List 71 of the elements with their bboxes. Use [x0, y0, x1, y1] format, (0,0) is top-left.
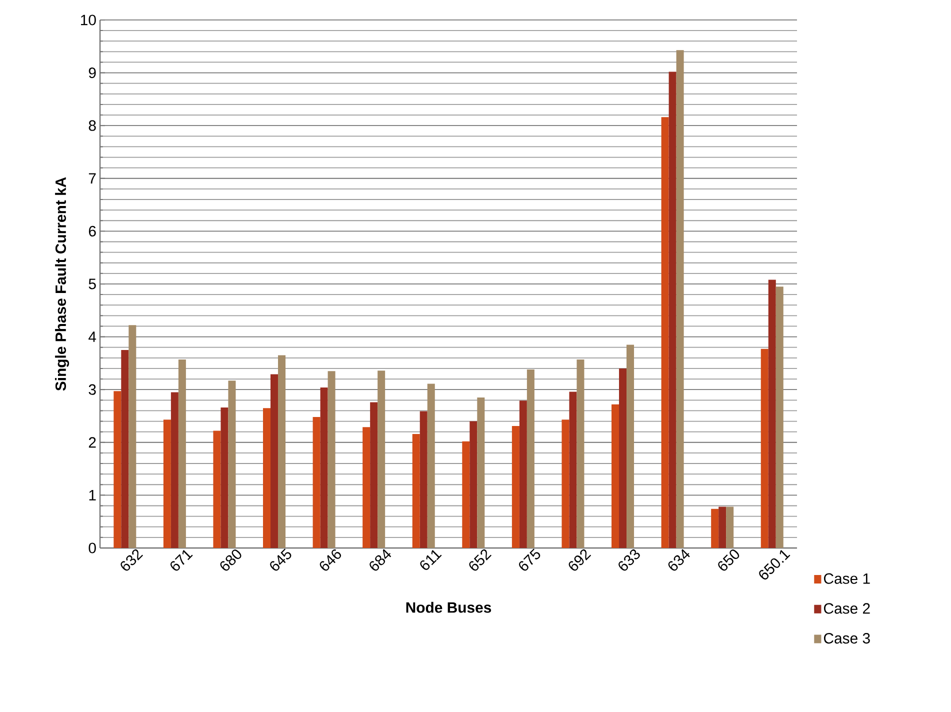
- bar: [470, 421, 478, 548]
- legend-label: Case 1: [824, 573, 870, 584]
- legend-label: Case 2: [824, 603, 870, 614]
- bar: [270, 374, 278, 548]
- x-tick-label: 632: [120, 549, 144, 571]
- bar: [711, 508, 719, 548]
- y-tick-label: 5: [88, 278, 96, 290]
- x-tick-label: 650: [718, 550, 740, 571]
- bar: [178, 359, 186, 548]
- bar: [362, 427, 370, 548]
- x-tick-label: 680: [220, 550, 242, 571]
- bar: [278, 355, 286, 548]
- bar: [263, 408, 271, 548]
- bar: [320, 387, 328, 548]
- bar: [526, 370, 534, 548]
- y-tick-label: 7: [88, 173, 96, 184]
- x-tick-label: 684: [370, 549, 392, 571]
- y-tick-label: 6: [88, 226, 96, 236]
- bar: [170, 392, 178, 548]
- bar: [718, 506, 726, 548]
- bar: [726, 506, 734, 548]
- bar: [668, 72, 676, 548]
- x-tick-label: 675: [518, 548, 540, 571]
- bar: [512, 426, 520, 548]
- y-tick-label: 2: [88, 437, 96, 448]
- bar: [213, 430, 221, 548]
- bar: [412, 434, 420, 548]
- bar: [378, 370, 386, 548]
- y-tick-label: 0: [88, 542, 96, 554]
- bar: [370, 402, 378, 548]
- bar: [569, 392, 577, 548]
- bar: [776, 286, 784, 548]
- y-tick-label: 9: [88, 67, 96, 78]
- y-tick-label: 3: [88, 384, 96, 395]
- x-tick-label: 671: [170, 550, 193, 571]
- bar: [228, 380, 236, 548]
- bar: [114, 391, 122, 548]
- bar: [519, 400, 527, 548]
- bar: [619, 368, 627, 548]
- bar: [163, 420, 171, 548]
- bar: [626, 344, 634, 548]
- bar: [462, 441, 470, 548]
- y-tick-label: 1: [89, 490, 96, 500]
- bar: [312, 417, 320, 548]
- legend-label: Case 3: [824, 633, 870, 644]
- bar: [768, 280, 776, 548]
- y-axis-title: Single Phase Fault Current kA: [55, 177, 70, 391]
- bar: [477, 398, 485, 548]
- x-tick-label: 692: [568, 549, 592, 571]
- x-tick-label: 634: [668, 549, 690, 571]
- x-axis-title: Node Buses: [406, 602, 492, 613]
- y-tick-label: 4: [88, 332, 96, 342]
- x-tick-label: 652: [469, 549, 492, 571]
- bar: [562, 420, 570, 548]
- y-tick-label: 10: [81, 14, 96, 26]
- bar: [676, 50, 684, 548]
- bar: [420, 411, 428, 548]
- x-tick-label: 646: [320, 549, 342, 571]
- bar: [576, 359, 584, 548]
- bar: [760, 348, 768, 548]
- x-tick-label: 611: [420, 550, 442, 570]
- x-tick-label: 645: [270, 548, 292, 571]
- bar: [121, 350, 129, 548]
- x-tick-label: 633: [618, 549, 640, 571]
- y-tick-label: 8: [88, 120, 96, 131]
- bar: [427, 384, 435, 548]
- bar: [328, 371, 336, 548]
- bar: [220, 408, 228, 548]
- bar: [128, 325, 136, 548]
- bar: [612, 404, 620, 548]
- bar: [661, 117, 669, 548]
